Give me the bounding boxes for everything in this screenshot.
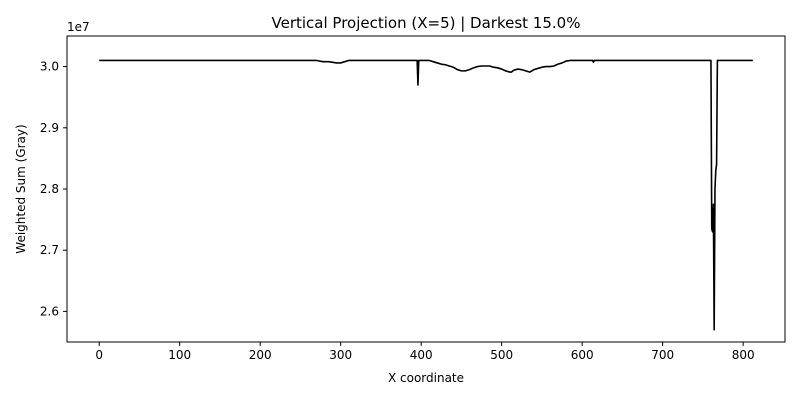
x-tick-label: 200 [249,348,272,362]
plot-area [99,59,753,331]
y-axis-label: Weighted Sum (Gray) [14,124,28,253]
series-line-0 [99,59,753,331]
y-axis: 2.6 2.7 2.8 2.9 3.0 [40,60,67,318]
y-axis-offset-label: 1e7 [67,20,90,34]
y-tick-label: 2.9 [40,121,59,135]
x-tick-label: 600 [571,348,594,362]
y-tick-label: 2.6 [40,304,59,318]
x-tick-label: 800 [732,348,755,362]
x-tick-label: 100 [168,348,191,362]
x-tick-label: 500 [490,348,513,362]
chart-title: Vertical Projection (X=5) | Darkest 15.0… [272,14,581,32]
x-tick-label: 400 [410,348,433,362]
x-tick-label: 700 [651,348,674,362]
x-tick-label: 300 [329,348,352,362]
x-axis-label: X coordinate [388,371,464,385]
y-tick-label: 2.7 [40,243,59,257]
x-axis: 0 100 200 300 400 500 600 700 800 [95,342,755,362]
y-tick-label: 2.8 [40,182,59,196]
x-tick-label: 0 [95,348,103,362]
y-tick-label: 3.0 [40,60,59,74]
